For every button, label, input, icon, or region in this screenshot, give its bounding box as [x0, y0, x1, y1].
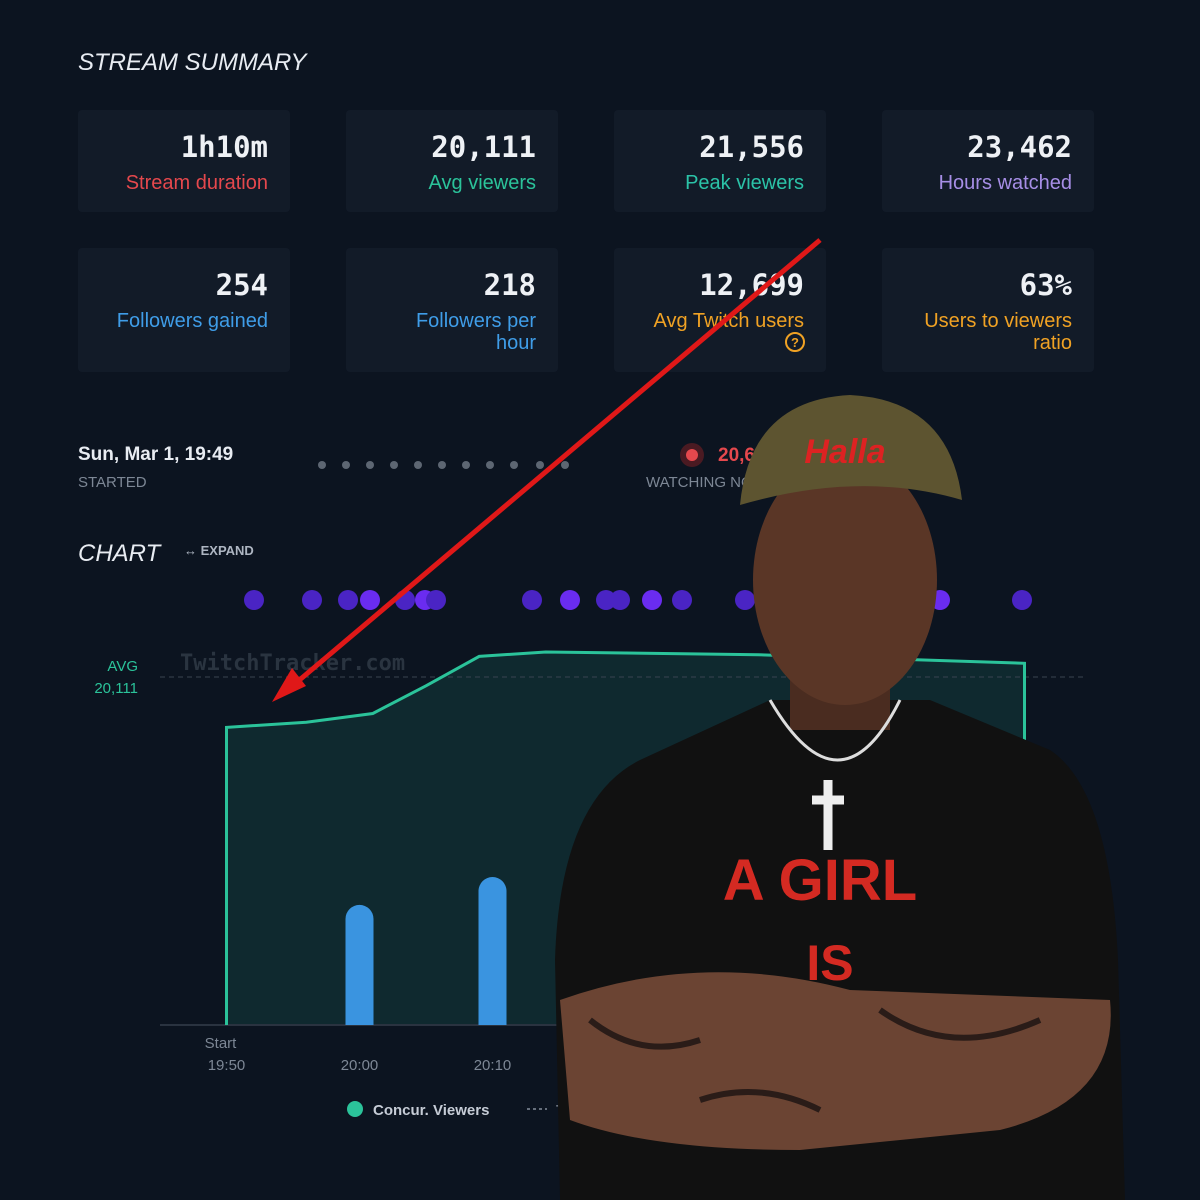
stat-label: Peak viewers [685, 172, 804, 194]
chain [768, 699, 902, 762]
stat-card [614, 110, 826, 212]
stat-card [346, 110, 558, 212]
stat-value: 254 [216, 268, 268, 302]
stat-label: Followers per [416, 310, 536, 332]
cross [812, 780, 844, 850]
x-start-label: Start [205, 1035, 238, 1052]
hat [740, 395, 962, 505]
x-tick-label: 20:10 [474, 1057, 512, 1074]
expand-button[interactable]: ↔ EXPAND [184, 543, 254, 558]
help-icon-mark: ? [791, 335, 799, 350]
stat-value: 63% [1020, 268, 1073, 302]
arrow-head [272, 668, 306, 702]
help-icon [785, 332, 805, 352]
avg-value: 20,111 [94, 680, 138, 697]
stat-value: 21,556 [699, 130, 804, 164]
shirt-text: A GIRL [723, 848, 917, 913]
stat-label: Users to viewers [924, 310, 1072, 332]
stat-label: hour [496, 332, 536, 354]
stat-value: 1h10m [181, 130, 268, 164]
stat-value: 20,111 [431, 130, 536, 164]
x-tick-label: 20:00 [341, 1057, 379, 1074]
stat-card [346, 248, 558, 372]
cards: 1h10m Stream duration 20,111 Avg viewers 21,… [78, 110, 1094, 372]
stat-card [882, 248, 1094, 372]
legend-label: Concur. Viewers [373, 1102, 489, 1119]
stat-label: Avg viewers [429, 172, 536, 194]
arrow-shaft [288, 238, 822, 690]
legend-swatch [347, 1101, 363, 1117]
stat-card [78, 110, 290, 212]
stat-label: Followers gained [117, 310, 268, 332]
watching-label: WATCHING NO [646, 474, 753, 491]
hat-logo: Halla [804, 433, 885, 471]
stat-card [78, 248, 290, 372]
avg-label: AVG [107, 658, 138, 675]
stat-label: ratio [1033, 332, 1072, 354]
started-label: STARTED [78, 474, 147, 491]
bar [478, 877, 507, 1025]
stat-value: 23,462 [967, 130, 1072, 164]
stat-label: Stream duration [126, 172, 268, 194]
progress-dots [318, 461, 569, 469]
stat-label: Hours watched [939, 172, 1072, 194]
arms [560, 972, 1111, 1150]
photo: Halla A GIRL IS [555, 395, 1125, 1200]
face [753, 455, 937, 705]
x-tick-label: 19:50 [208, 1057, 246, 1074]
stat-card [882, 110, 1094, 212]
stat-label: Avg Twitch users [654, 310, 804, 332]
chart-title: CHART [78, 540, 163, 567]
started-time: Sun, Mar 1, 19:49 [78, 444, 233, 465]
section-title: STREAM SUMMARY [78, 49, 308, 76]
live-dot [686, 449, 698, 461]
shirt-text: IS [806, 935, 853, 991]
tattoos [588, 1007, 1042, 1113]
bar [345, 904, 374, 1025]
stat-value: 218 [484, 268, 536, 302]
